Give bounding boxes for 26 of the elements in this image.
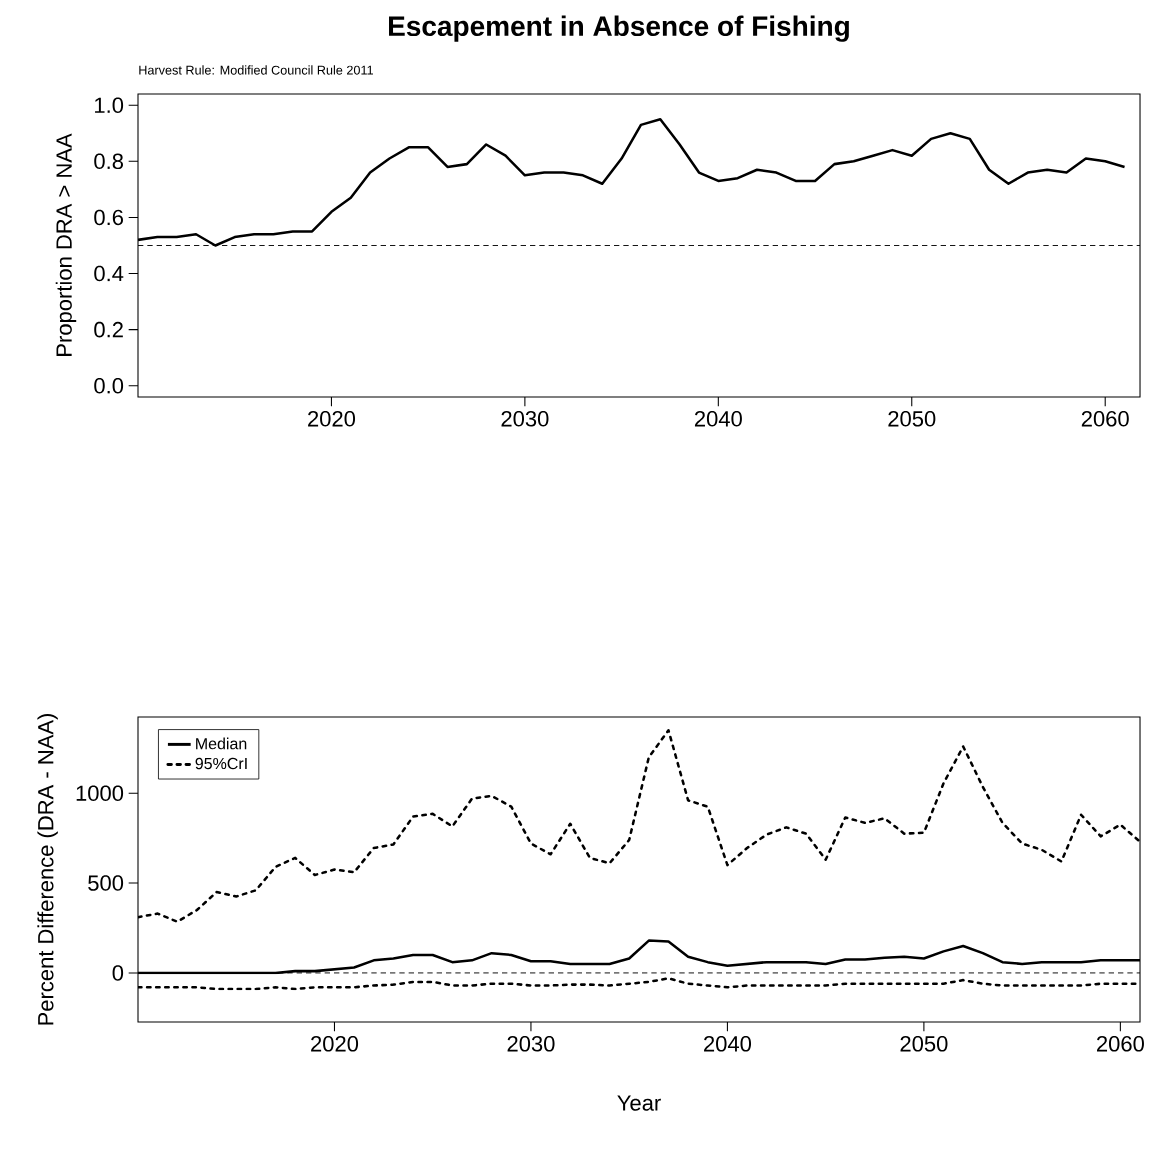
x-tick-label: 2030 [501,411,549,427]
y-tick-label: 1.0 [95,97,124,113]
y-tick-label: 0.0 [94,377,124,394]
y-tick-label: 0.8 [94,153,123,170]
y-tick-label: 0.2 [94,321,123,338]
y-tick-label: 1000 [76,785,124,801]
x-tick-label: 2020 [311,1036,359,1052]
legend-label: Median [196,737,247,750]
y-tick-label: 0.6 [94,209,123,226]
x-tick-label: 2060 [1097,1036,1144,1052]
x-tick-label: 2040 [694,411,742,427]
y-tick-label: 500 [88,875,124,891]
y-tick-label: 0 [112,965,124,981]
x-tick-label: 2050 [900,1036,948,1052]
x-tick-label: 2030 [507,1036,555,1052]
x-tick-label: 2060 [1081,411,1129,427]
x-tick-label: 2040 [704,1036,752,1052]
y-tick-label: 0.4 [94,265,124,282]
y-axis-title: Proportion DRA > NAA [55,133,77,356]
x-tick-label: 2050 [888,411,936,427]
x-tick-label: 2020 [308,411,356,427]
chart-subtitle: Harvest Rule: Modified Council Rule 2011 [139,65,373,75]
x-axis-title: Year [617,1095,661,1111]
chart-title: Escapement in Absence of Fishing [389,15,849,42]
legend-label: 95%CrI [195,757,247,770]
y-axis-title: Percent Difference (DRA - NAA) [37,714,58,1025]
